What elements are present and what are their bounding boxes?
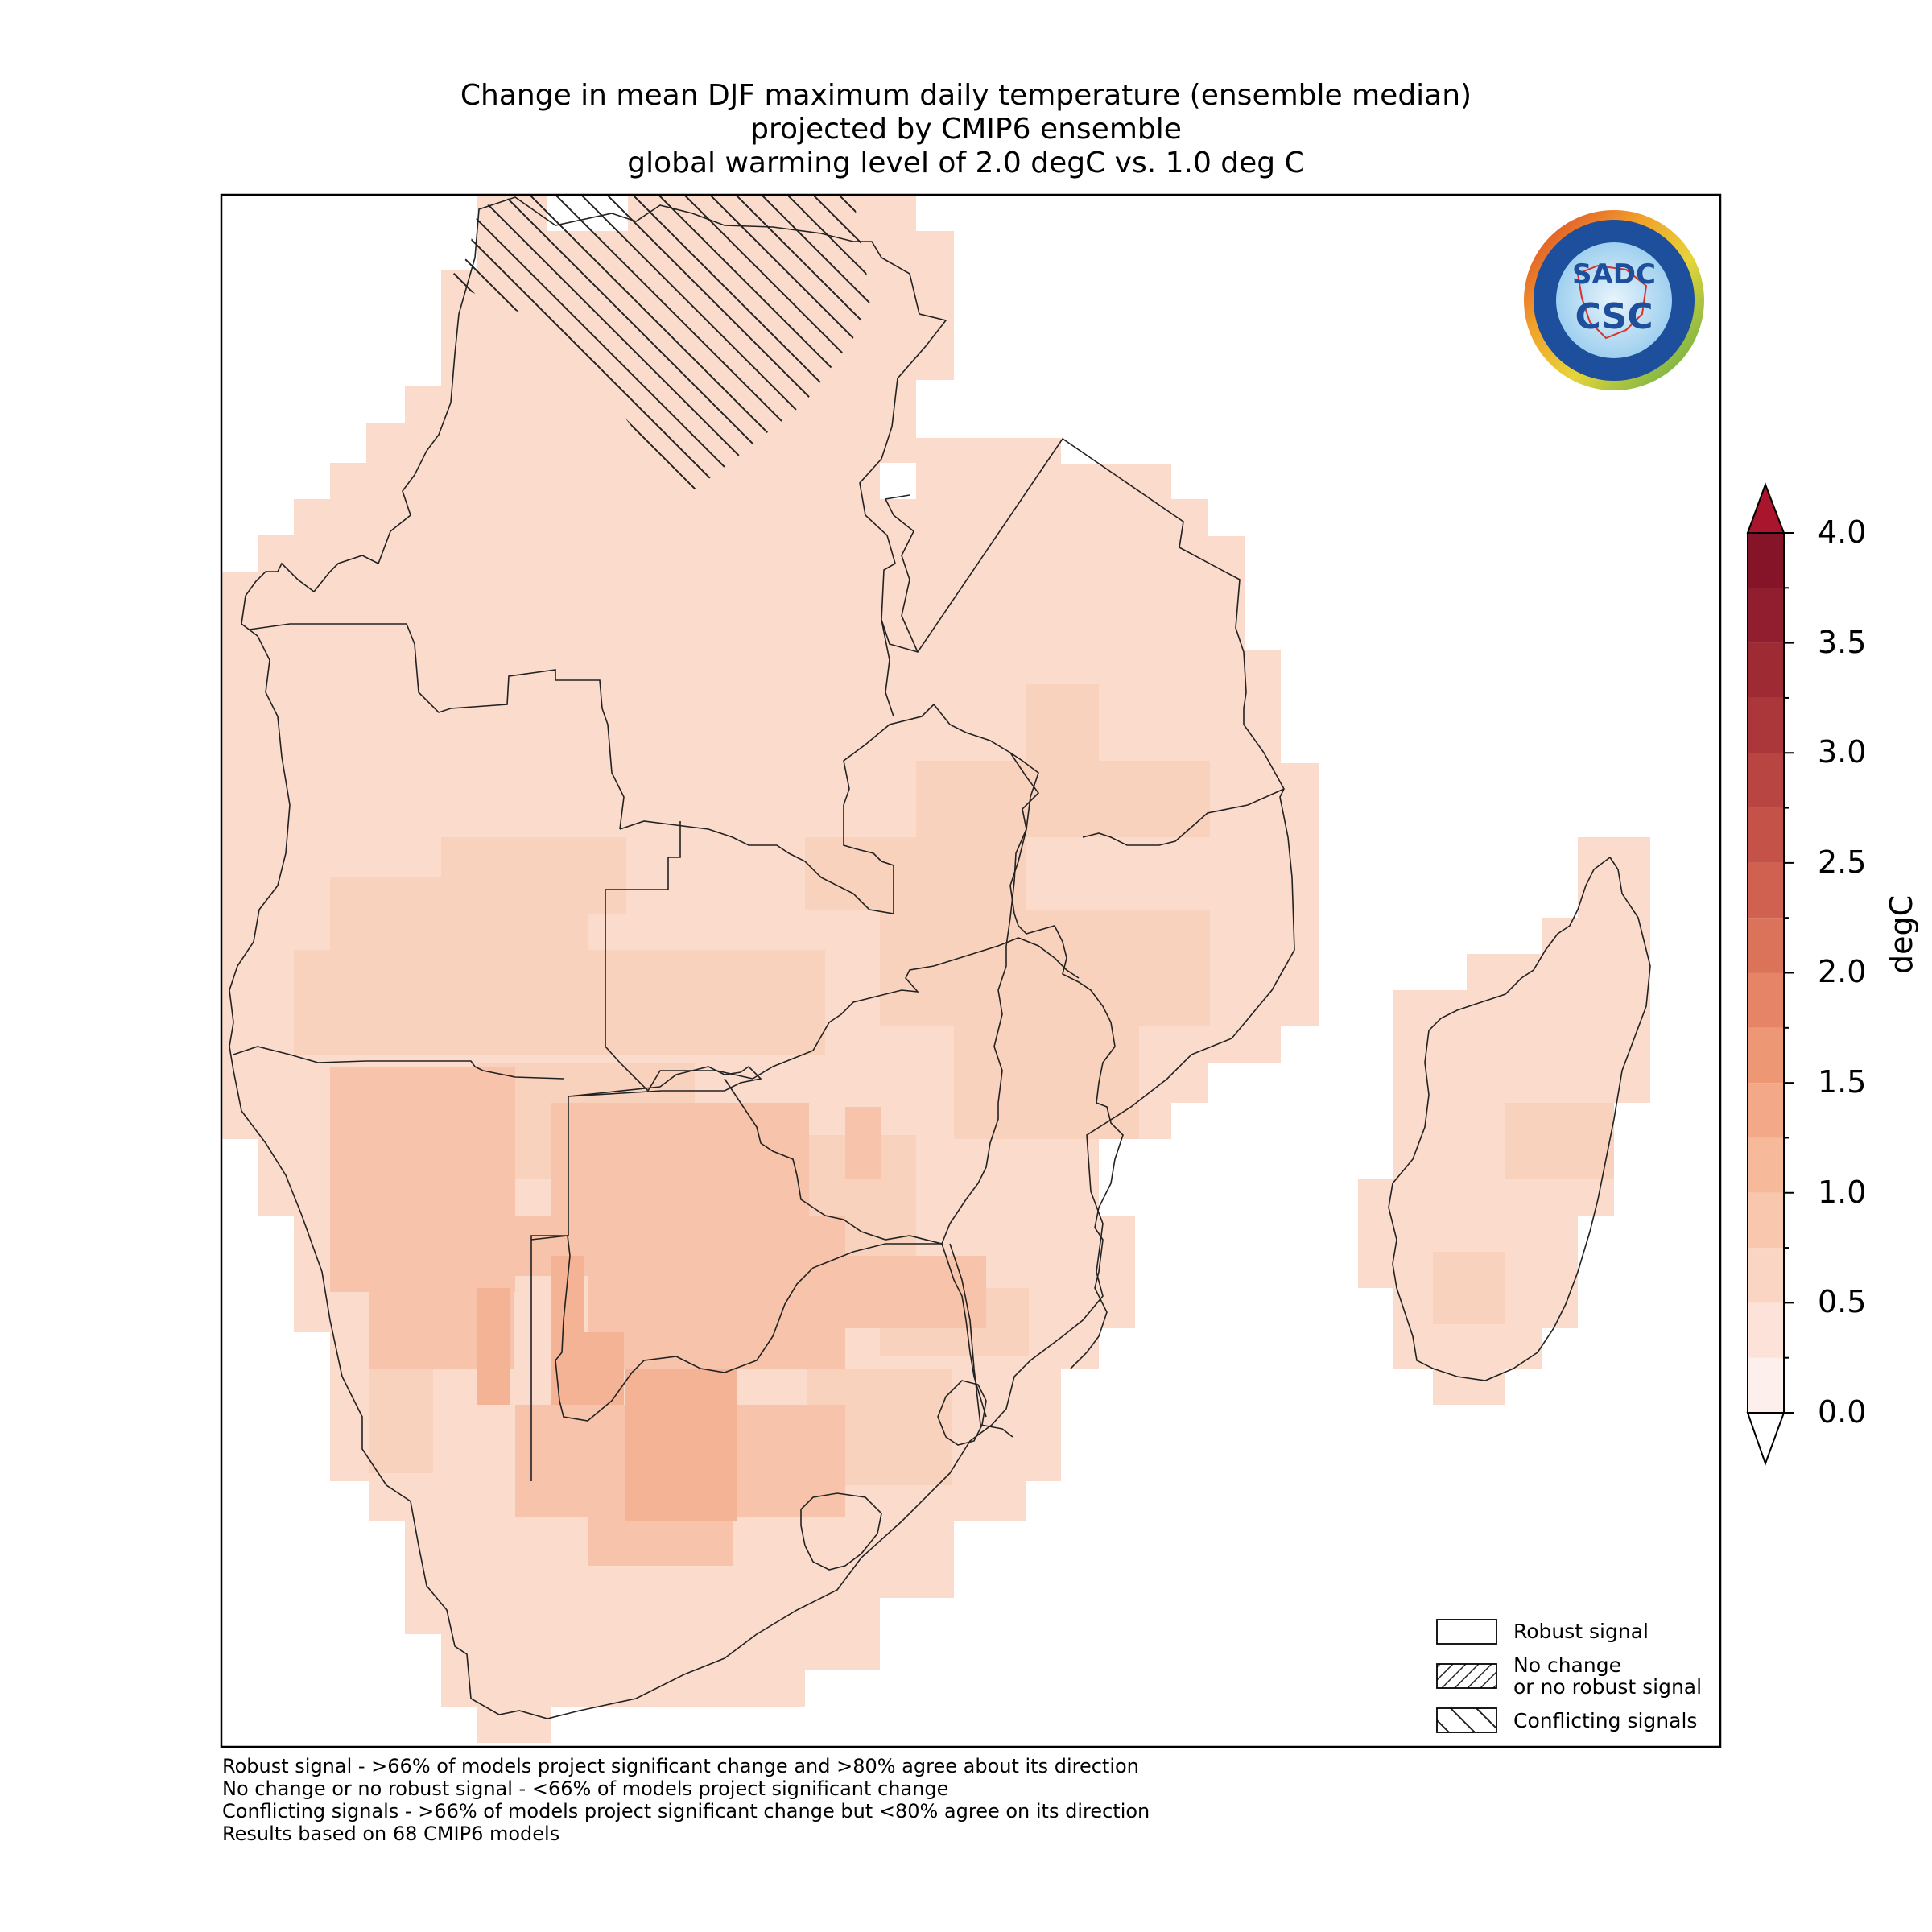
colorbar-tick-0: 0.0 [1818,1394,1867,1430]
madagascar-outline [1388,856,1651,1381]
madagascar-shading [1358,837,1650,1405]
colorbar-over-extension [1746,482,1785,534]
colorbar-tick-5: 2.5 [1818,844,1867,880]
border-drc-angola-north [249,623,625,830]
map-frame [220,193,1722,1748]
legend-robust-label: Robust signal [1513,1620,1649,1643]
colorbar [1746,482,1794,1466]
border-botswana-zimbabwe [724,1078,943,1245]
legend-no-change-label-1: No change [1513,1653,1621,1677]
legend-conflicting-swatch [1436,1707,1497,1733]
border-tanzania-west [884,494,919,653]
colorbar-tick-6: 3.0 [1818,734,1867,770]
border-angola-namibia [233,1046,564,1080]
colorbar-tick-7: 3.5 [1818,625,1867,660]
border-drc-zambia [619,703,1039,919]
colorbar-bin [1748,807,1784,863]
border-malawi-mozambique [1054,957,1080,979]
temperature-change-field [221,195,1651,1743]
colorbar-bin [1748,972,1784,1028]
logo-text: CSC [1575,296,1653,337]
colorbar-bin [1748,1192,1784,1249]
map-title-line-1: Change in mean DJF maximum daily tempera… [460,79,1472,112]
mainland-coastline [229,196,1295,1719]
colorbar-bin [1748,1302,1784,1358]
colorbar-tick-8: 4.0 [1818,514,1867,550]
colorbar-bin [1748,1027,1784,1084]
colorbar-units-label: degC [1884,894,1919,974]
colorbar-bin [1748,862,1784,919]
border-zimbabwe-mozambique [941,917,1011,1418]
sadc-csc-logo: SADC CSC [1524,210,1704,390]
map-title-line-3: global warming level of 2.0 degC vs. 1.0… [627,147,1305,180]
legend-conflicting-label: Conflicting signals [1513,1709,1698,1732]
eswatini-outline [937,1380,987,1446]
colorbar-bin [1748,588,1784,643]
colorbar-tick-2: 1.0 [1818,1174,1867,1210]
footnote-conflicting: Conflicting signals - >66% of models pro… [222,1800,1150,1823]
colorbar-under-extension [1746,1412,1785,1466]
border-angola-zambia [605,821,692,1092]
legend-no-change-label-2: or no robust signal [1513,1675,1703,1699]
legend-no-change-swatch [1436,1663,1497,1689]
map-title-line-2: projected by CMIP6 ensemble [750,113,1182,146]
colorbar-ticks [1784,532,1794,1414]
warmest-patches [477,1256,737,1521]
legend-robust-swatch [1436,1619,1497,1645]
colorbar-bins [1748,533,1784,1413]
colorbar-tick-4: 2.0 [1818,954,1867,989]
signal-legend [1436,1619,1497,1733]
colorbar-bin [1748,697,1784,753]
svg-text:SADC: SADC [1572,258,1656,291]
lake-tanganyika [881,619,894,717]
colorbar-bin [1748,1137,1784,1193]
conflicting-signal-hatch [447,196,871,497]
colorbar-tick-1: 0.5 [1818,1284,1867,1319]
lesotho-outline [800,1492,882,1571]
border-botswana-southafrica [530,1235,942,1422]
border-mozambique-southafrica [949,1243,1013,1438]
colorbar-tick-3: 1.5 [1818,1064,1867,1100]
colorbar-bin [1748,1248,1784,1303]
coastlines-and-borders [229,196,1651,1719]
border-zambia-zimbabwe-botswana [692,937,1055,1080]
colorbar-bin [1748,533,1784,588]
colorbar-bin [1748,753,1784,808]
footnote-no-change: No change or no robust signal - <66% of … [222,1777,949,1800]
border-malawi [1009,752,1124,1369]
colorbar-bin [1748,642,1784,698]
colorbar-bin [1748,1357,1784,1413]
border-namibia-botswana [530,1065,762,1481]
colorbar-bin [1748,1083,1784,1138]
border-tanzania-mozambique [1082,788,1285,846]
colorbar-bin [1748,918,1784,973]
footnote-model-count: Results based on 68 CMIP6 models [222,1823,560,1845]
footnote-robust: Robust signal - >66% of models project s… [222,1755,1139,1777]
